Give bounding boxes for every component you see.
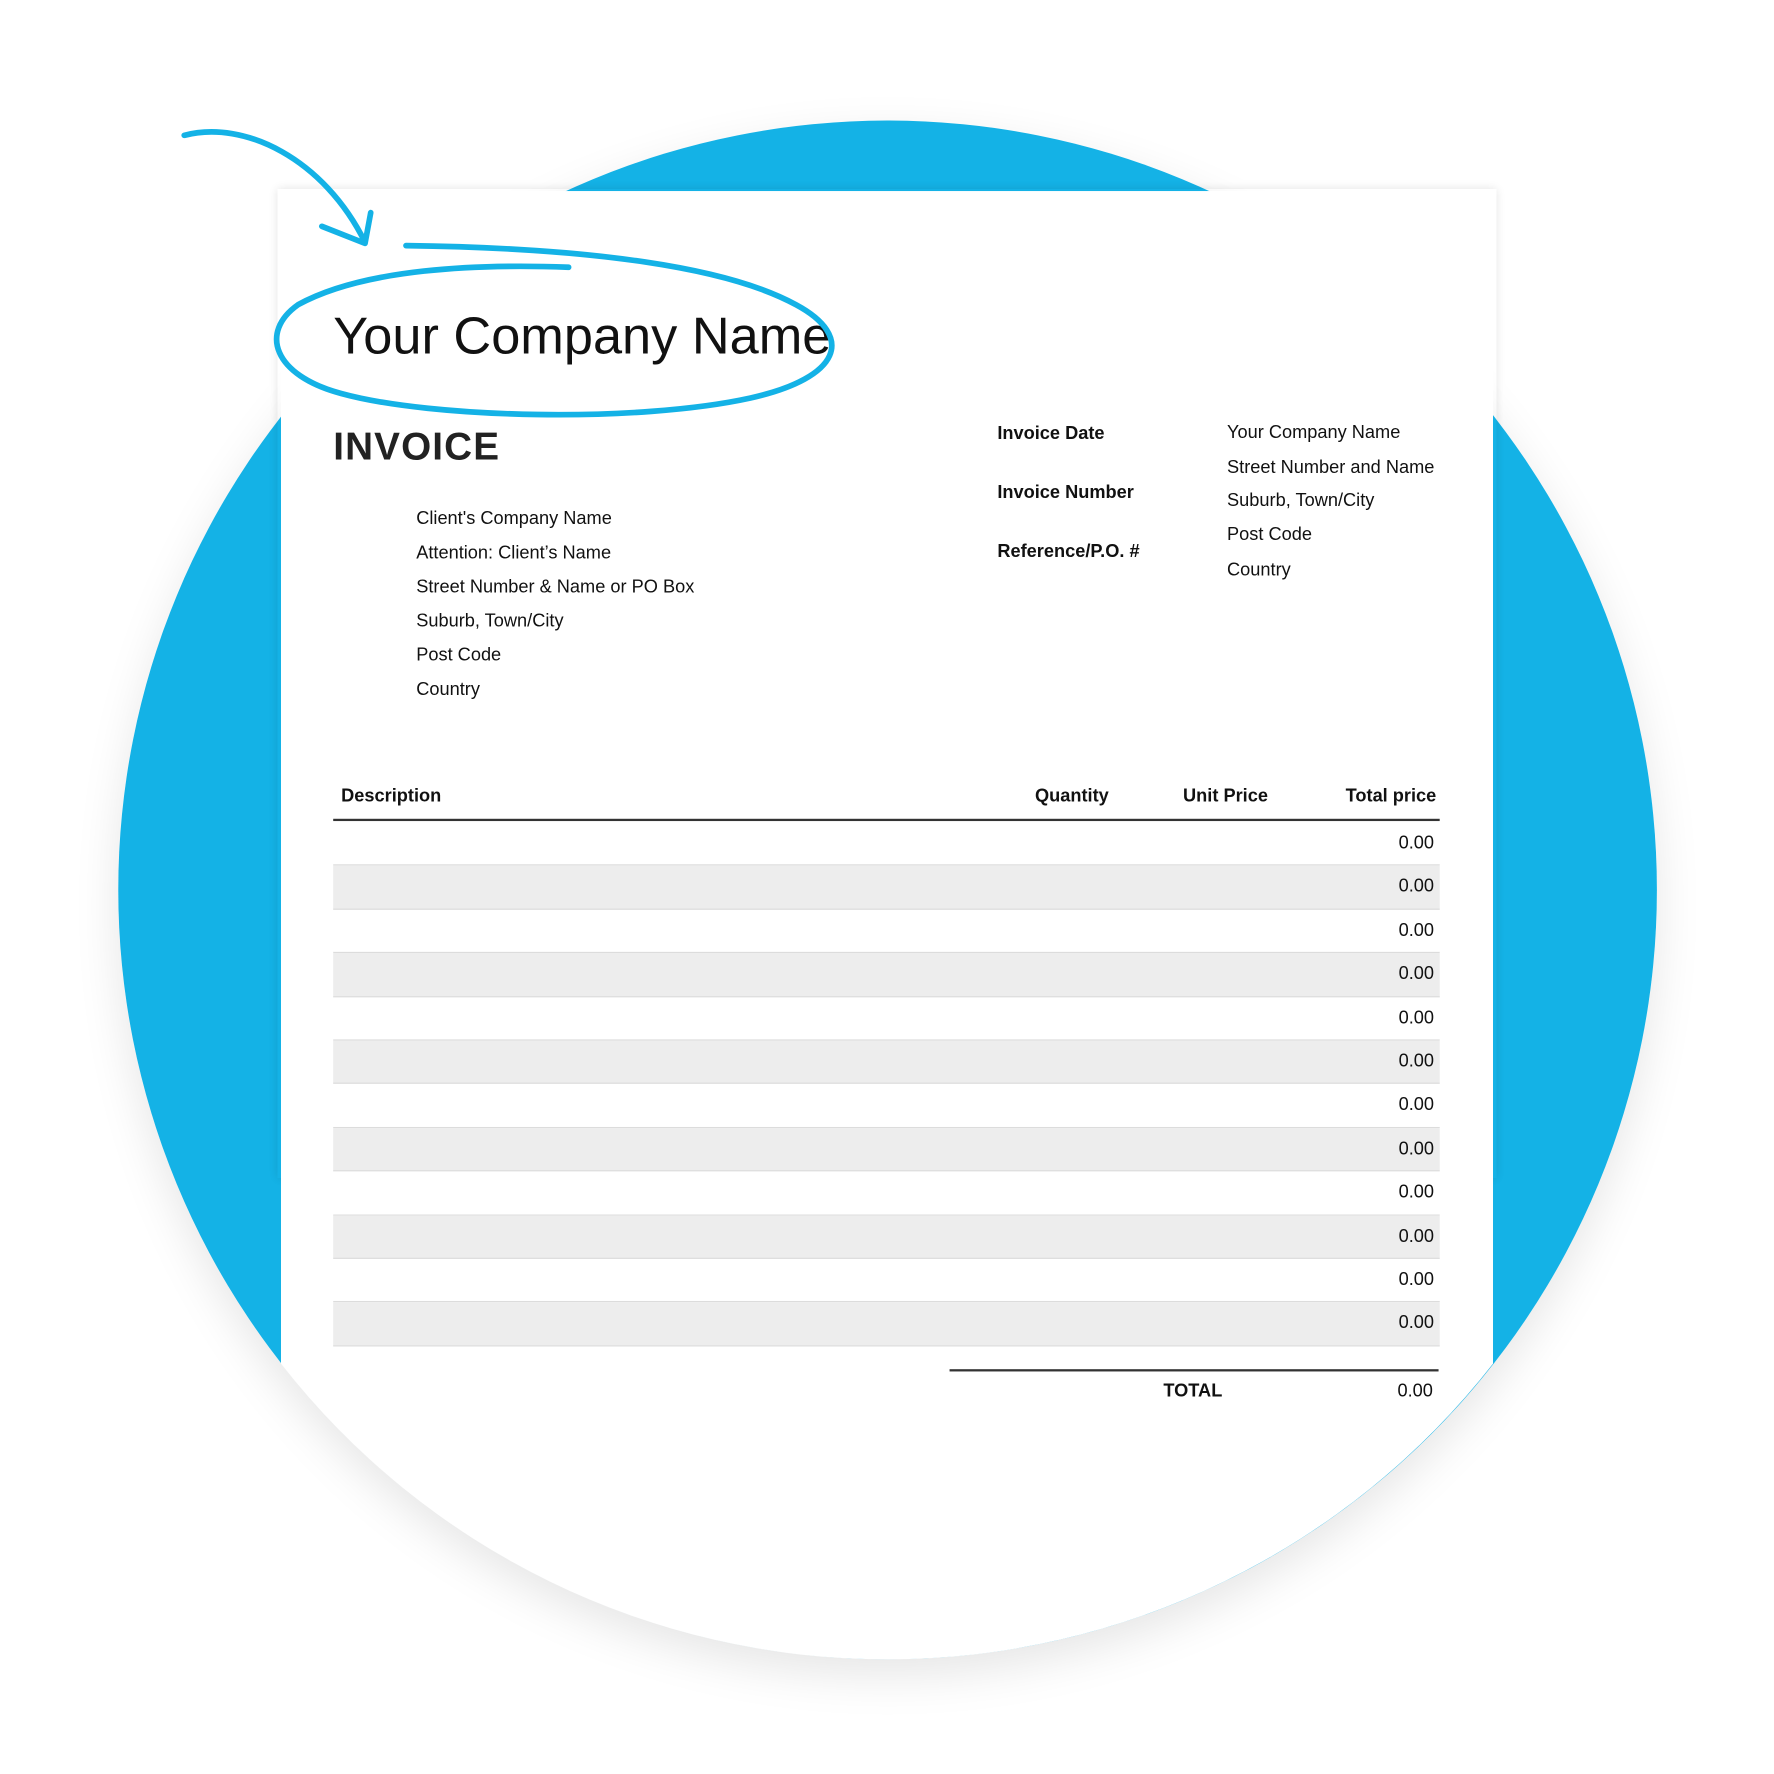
table-row[interactable]: 0.00 [333, 866, 1439, 910]
invoice-number-label: Invoice Number [997, 483, 1134, 503]
row-total-price: 0.00 [1398, 1270, 1435, 1290]
row-total-price: 0.00 [1398, 1139, 1435, 1159]
total-label: TOTAL [1163, 1381, 1223, 1402]
sender-company[interactable]: Your Company Name [1227, 423, 1401, 443]
total-divider [950, 1369, 1439, 1371]
sender-street[interactable]: Street Number and Name [1227, 458, 1435, 478]
table-row[interactable]: 0.00 [333, 1215, 1439, 1259]
row-total-price: 0.00 [1398, 1008, 1435, 1028]
table-row[interactable]: 0.00 [333, 1084, 1439, 1128]
client-country[interactable]: Country [416, 680, 480, 700]
row-total-price: 0.00 [1398, 1095, 1435, 1115]
client-attention[interactable]: Attention: Client’s Name [416, 543, 612, 563]
invoice-date-label: Invoice Date [997, 424, 1105, 444]
row-total-price: 0.00 [1398, 877, 1435, 897]
reference-label: Reference/P.O. # [997, 542, 1140, 562]
client-suburb[interactable]: Suburb, Town/City [416, 611, 564, 632]
col-total-price: Total price [1345, 786, 1437, 807]
total-value: 0.00 [1397, 1381, 1433, 1402]
row-total-price: 0.00 [1398, 920, 1435, 941]
client-postcode[interactable]: Post Code [416, 645, 502, 666]
row-total-price: 0.00 [1398, 1182, 1435, 1203]
row-total-price: 0.00 [1398, 1313, 1435, 1334]
table-row[interactable]: 0.00 [333, 910, 1439, 954]
invoice-paper: Your Company Name INVOICE Client's Compa… [281, 191, 1493, 1660]
table-row[interactable]: 0.00 [333, 1259, 1439, 1303]
col-unit-price: Unit Price [1183, 786, 1268, 807]
col-quantity: Quantity [1034, 786, 1109, 807]
table-row[interactable]: 0.00 [333, 822, 1439, 866]
client-company[interactable]: Client's Company Name [416, 509, 612, 529]
table-row[interactable]: 0.00 [333, 1128, 1439, 1172]
table-row[interactable]: 0.00 [333, 1172, 1439, 1216]
table-row[interactable]: 0.00 [333, 997, 1439, 1041]
sender-country[interactable]: Country [1227, 560, 1291, 580]
company-name[interactable]: Your Company Name [333, 305, 832, 366]
table-row[interactable]: 0.00 [333, 1303, 1439, 1347]
table-row[interactable]: 0.00 [333, 953, 1439, 997]
sender-suburb[interactable]: Suburb, Town/City [1227, 491, 1375, 511]
invoice-title: INVOICE [333, 425, 501, 469]
header-divider [333, 819, 1439, 821]
row-total-price: 0.00 [1398, 833, 1435, 853]
client-street[interactable]: Street Number & Name or PO Box [416, 577, 695, 598]
row-total-price: 0.00 [1398, 1226, 1435, 1246]
col-description: Description [341, 786, 442, 807]
table-row[interactable]: 0.00 [333, 1041, 1439, 1085]
row-total-price: 0.00 [1398, 1051, 1435, 1072]
row-total-price: 0.00 [1398, 964, 1435, 984]
sender-postcode[interactable]: Post Code [1227, 525, 1313, 545]
